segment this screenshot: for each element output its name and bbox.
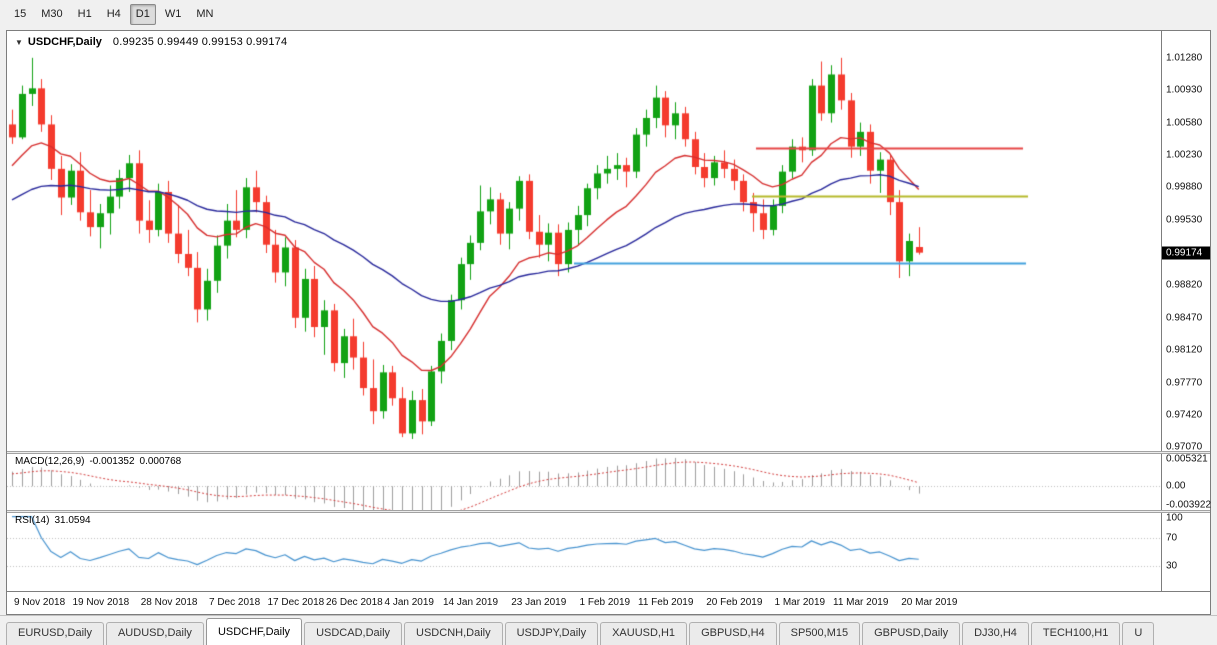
chart-tab-audusd-daily[interactable]: AUDUSD,Daily xyxy=(105,622,204,645)
timeframe-button-h1[interactable]: H1 xyxy=(77,8,92,20)
date-tick-label: 28 Nov 2018 xyxy=(140,597,198,608)
macd-tick-label: 0.00 xyxy=(1166,480,1186,492)
chart-tab-usdcad-daily[interactable]: USDCAD,Daily xyxy=(304,622,403,645)
chart-ohlc-values: 0.99235 0.99449 0.99153 0.99174 xyxy=(112,36,288,48)
timeframe-toolbar: 15 M30 H1 H4 D1 W1 MN xyxy=(0,0,1217,29)
chart-title: ▼ USDCHF,Daily 0.99235 0.99449 0.99153 0… xyxy=(15,36,287,48)
macd-tick-label: -0.003922 xyxy=(1166,499,1212,511)
date-tick-label: 1 Mar 2019 xyxy=(774,597,826,608)
date-tick-label: 26 Dec 2018 xyxy=(326,597,383,608)
date-tick-label: 20 Mar 2019 xyxy=(901,597,958,608)
macd-label: MACD(12,26,9) -0.001352 0.000768 xyxy=(15,456,186,467)
timeframe-button-d1[interactable]: D1 xyxy=(129,4,156,25)
chart-tab-u[interactable]: U xyxy=(1122,622,1155,645)
macd-axis: 0.005321 0.00 -0.003922 xyxy=(1161,453,1212,511)
chart-tab-gbpusd-daily[interactable]: GBPUSD,Daily xyxy=(862,622,961,645)
macd-signal-value: 0.000768 xyxy=(139,456,182,467)
price-tick-label: 1.00930 xyxy=(1166,84,1203,96)
chart-tab-usdchf-daily[interactable]: USDCHF,Daily xyxy=(205,618,303,645)
date-tick-label: 9 Nov 2018 xyxy=(14,597,66,608)
macd-name: MACD(12,26,9) xyxy=(15,456,85,467)
chart-tab-tech100-h1[interactable]: TECH100,H1 xyxy=(1030,622,1121,645)
price-tick-label: 0.99530 xyxy=(1166,214,1203,226)
chart-tab-gbpusd-h4[interactable]: GBPUSD,H4 xyxy=(689,622,777,645)
price-tick-label: 0.98820 xyxy=(1166,279,1203,291)
timeframe-button-mn[interactable]: MN xyxy=(196,8,214,20)
price-tick-label: 1.01280 xyxy=(1166,52,1203,64)
macd-canvas[interactable] xyxy=(7,454,1161,510)
price-chart-canvas[interactable] xyxy=(7,31,1161,451)
price-axis: 0.99174 1.01280 1.00930 1.00580 1.00230 0.99… xyxy=(1161,31,1210,453)
date-tick-label: 4 Jan 2019 xyxy=(384,597,435,608)
macd-panel: MACD(12,26,9) -0.001352 0.000768 0.005321 0… xyxy=(7,453,1212,511)
panel-splitter-rsi[interactable] xyxy=(7,510,1210,513)
chart-tab-dj30-h4[interactable]: DJ30,H4 xyxy=(962,622,1029,645)
price-tick-label: 0.98470 xyxy=(1166,312,1203,324)
chart-window: ▼ USDCHF,Daily 0.99235 0.99449 0.99153 0… xyxy=(6,30,1211,615)
date-tick-label: 17 Dec 2018 xyxy=(267,597,325,608)
timeframe-button-h4[interactable]: H4 xyxy=(106,8,121,20)
price-tick-label: 0.98120 xyxy=(1166,344,1203,356)
date-axis[interactable]: 9 Nov 2018 19 Nov 2018 28 Nov 2018 7 Dec 20… xyxy=(7,591,1210,614)
current-price-badge: 0.99174 xyxy=(1162,246,1210,260)
rsi-tick-label: 30 xyxy=(1166,560,1178,572)
rsi-value: 31.0594 xyxy=(54,515,91,526)
price-tick-label: 1.00580 xyxy=(1166,117,1203,129)
chart-tab-sp500-m15[interactable]: SP500,M15 xyxy=(778,622,861,645)
price-tick-label: 0.97420 xyxy=(1166,409,1203,421)
chart-tab-usdcnh-daily[interactable]: USDCNH,Daily xyxy=(404,622,503,645)
price-tick-label: 0.97770 xyxy=(1166,377,1203,389)
date-tick-label: 1 Feb 2019 xyxy=(579,597,631,608)
panel-splitter-macd[interactable] xyxy=(7,451,1210,454)
rsi-label: RSI(14) 31.0594 xyxy=(15,515,96,526)
symbol-dropdown-icon[interactable]: ▼ xyxy=(15,37,23,47)
timeframe-button-15[interactable]: 15 xyxy=(14,8,27,20)
chart-tab-xauusd-h1[interactable]: XAUUSD,H1 xyxy=(600,622,688,645)
date-tick-label: 11 Feb 2019 xyxy=(638,597,694,608)
chart-tab-eurusd-daily[interactable]: EURUSD,Daily xyxy=(6,622,104,645)
rsi-tick-label: 70 xyxy=(1166,532,1178,544)
price-chart-panel: ▼ USDCHF,Daily 0.99235 0.99449 0.99153 0… xyxy=(7,31,1210,453)
macd-value: -0.001352 xyxy=(89,456,135,467)
date-tick-label: 19 Nov 2018 xyxy=(72,597,130,608)
chart-symbol-label: USDCHF,Daily xyxy=(27,36,102,48)
timeframe-button-m30[interactable]: M30 xyxy=(41,8,63,20)
price-tick-label: 0.99880 xyxy=(1166,181,1203,193)
date-tick-label: 23 Jan 2019 xyxy=(511,597,567,608)
price-tick-label: 1.00230 xyxy=(1166,149,1203,161)
rsi-name: RSI(14) xyxy=(15,515,50,526)
rsi-axis: 100 70 30 xyxy=(1161,513,1210,591)
chart-tabbar: EURUSD,Daily AUDUSD,Daily USDCHF,Daily USDC… xyxy=(0,615,1217,645)
macd-tick-label: 0.005321 xyxy=(1166,453,1208,465)
rsi-tick-label: 100 xyxy=(1166,512,1183,524)
date-tick-label: 7 Dec 2018 xyxy=(209,597,261,608)
rsi-panel: RSI(14) 31.0594 100 70 30 xyxy=(7,513,1210,591)
chart-tab-usdjpy-daily[interactable]: USDJPY,Daily xyxy=(504,622,599,645)
date-tick-label: 20 Feb 2019 xyxy=(706,597,763,608)
date-tick-label: 14 Jan 2019 xyxy=(443,597,499,608)
rsi-canvas[interactable] xyxy=(7,513,1161,591)
date-tick-label: 11 Mar 2019 xyxy=(833,597,889,608)
timeframe-button-w1[interactable]: W1 xyxy=(164,8,182,20)
price-tick-label: 0.97070 xyxy=(1166,441,1203,453)
